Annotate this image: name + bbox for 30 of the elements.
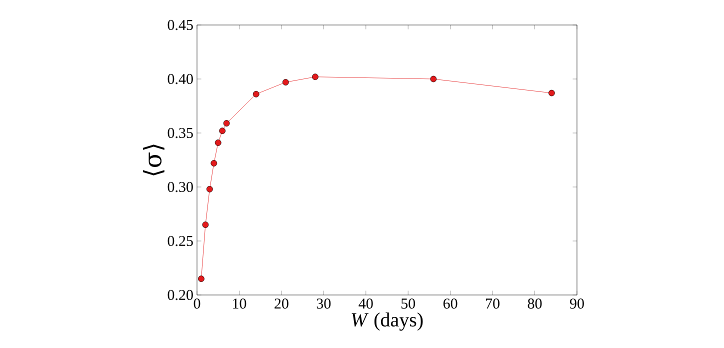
point (252, 90, 260, 98)
x-tick-label: 50 (401, 298, 416, 309)
point (282, 79, 289, 86)
x-tick-label: 90 (570, 298, 584, 309)
point (210, 160, 218, 166)
point (206, 186, 213, 192)
x-tick-label: 20 (274, 298, 288, 309)
x-tick-label: 0 (194, 298, 200, 309)
point (214, 140, 222, 146)
point (548, 90, 555, 96)
x-tick-label: 10 (233, 298, 246, 309)
point (223, 120, 230, 126)
y-axis-title: ⟨σ⟩ (142, 144, 164, 176)
x-tick-label: 30 (316, 298, 331, 309)
y-tick-label: 0.25 (168, 236, 193, 246)
y-tick-label: 0.45 (168, 20, 193, 30)
point (198, 276, 204, 282)
y-tick-label: 0.35 (168, 128, 193, 138)
x-tick-label: 40 (358, 298, 373, 309)
point (430, 76, 437, 82)
x-tick-label: 70 (486, 298, 500, 309)
point (202, 222, 209, 228)
x-tick-label: 80 (528, 298, 542, 309)
y-tick-label: 0.40 (168, 74, 193, 84)
y-tick-label: 0.30 (168, 182, 193, 192)
x-tick-label: 60 (443, 298, 458, 309)
point (219, 128, 226, 134)
point (312, 74, 318, 80)
x-axis-title: W (days) (352, 312, 423, 331)
y-tick-label: 0.20 (168, 290, 193, 300)
